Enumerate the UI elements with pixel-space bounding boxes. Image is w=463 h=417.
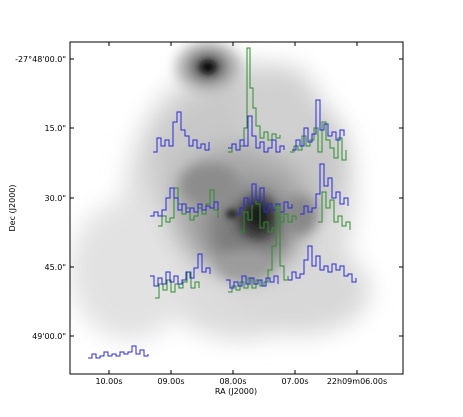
spectrum-green-row1-right: [290, 121, 347, 161]
x-tick-label: 10.00s: [95, 377, 122, 386]
y-tick-label: -27°48'00.0": [15, 55, 66, 64]
x-tick-label: 08.00s: [219, 377, 246, 386]
spectrum-blue-row1-b: [228, 115, 285, 153]
x-tick-label: 22h09m06.00s: [327, 377, 387, 386]
spectra-overlay: [88, 47, 357, 359]
y-tick-label: 30.0": [45, 194, 67, 203]
spectrum-blue-row2-c: [300, 163, 349, 215]
spectrum-blue-row1-a: [153, 111, 210, 153]
tick-marks: [70, 42, 403, 374]
plot-frame: [69, 41, 404, 375]
x-tick-label: 09.00s: [157, 377, 184, 386]
y-tick-label: 15.0": [45, 124, 67, 133]
spectrum-blue-row2-b: [236, 183, 293, 215]
spectrum-blue-lower-left: [88, 345, 149, 359]
spectrum-green-row2-b: [240, 183, 297, 233]
spectrum-blue-row3-a: [150, 253, 211, 287]
spectrum-blue-row1-c: [292, 99, 345, 151]
y-tick-label: 49'00.0": [32, 332, 66, 341]
spectrum-blue-row3-c: [288, 245, 357, 283]
spectrum-blue-row2-a: [150, 187, 219, 217]
y-tick-label: 45.0": [45, 263, 67, 272]
x-tick-label: 07.00s: [281, 377, 308, 386]
spectrum-blue-row3-b: [226, 275, 279, 289]
spectrum-green-row2-c: [318, 191, 351, 230]
x-axis-label: RA (J2000): [215, 387, 257, 396]
galaxy-image: [70, 42, 403, 374]
y-axis-label: Dec (J2000): [8, 185, 17, 232]
